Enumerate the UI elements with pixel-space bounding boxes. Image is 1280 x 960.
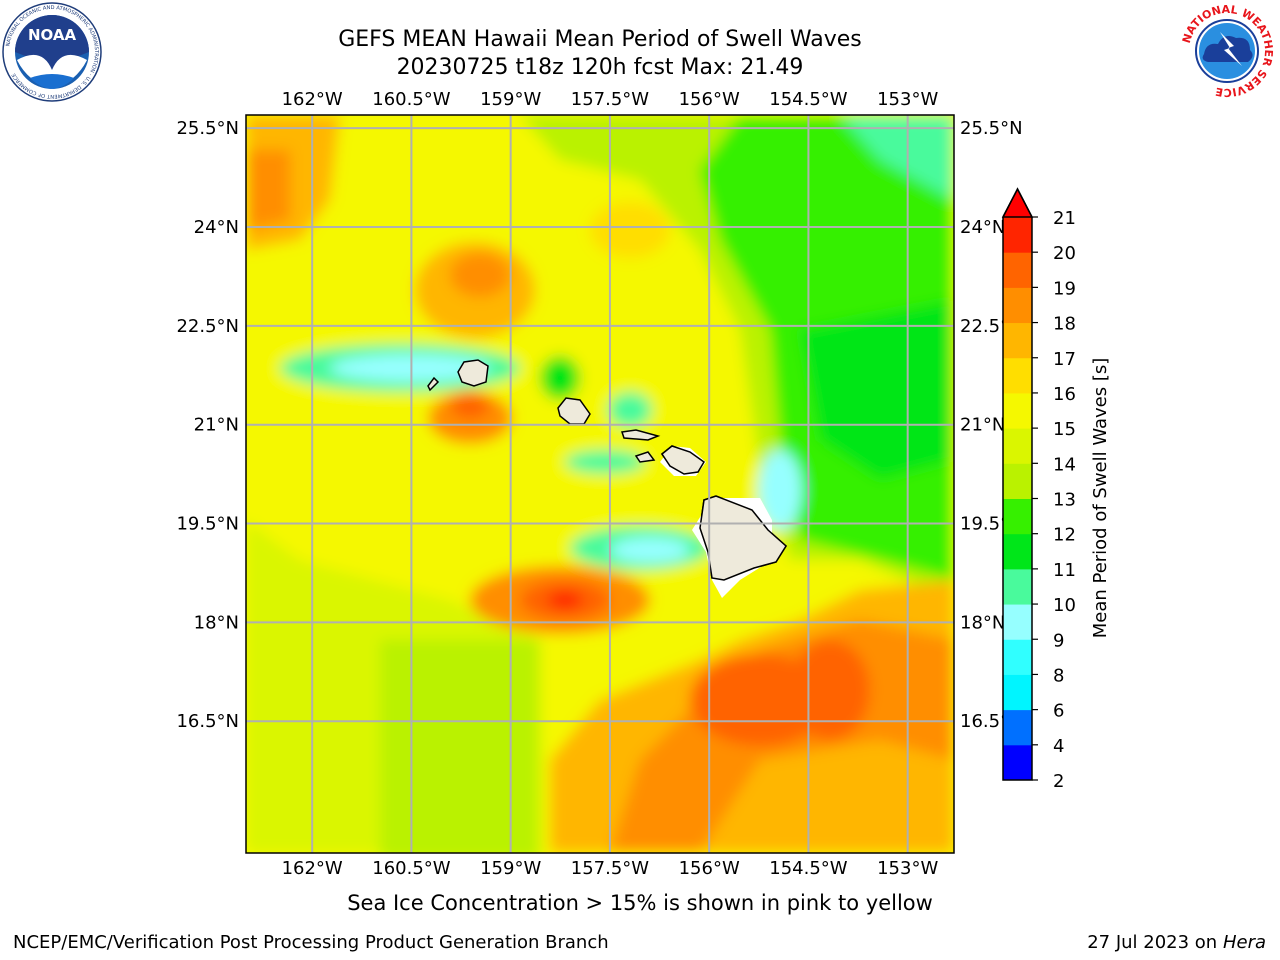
lon-tick-label: 160.5°W [372, 89, 451, 110]
lat-tick-label: 25.5°N [960, 118, 1023, 139]
colorbar-label: Mean Period of Swell Waves [s] [1090, 358, 1111, 639]
lon-tick-label: 160.5°W [372, 858, 451, 879]
colorbar-tick-label: 18 [1053, 314, 1076, 335]
chart-title: GEFS MEAN Hawaii Mean Period of Swell Wa… [338, 27, 862, 52]
lon-tick-label: 156°W [679, 858, 740, 879]
colorbar-segment [1003, 533, 1032, 570]
lon-tick-label: 159°W [480, 858, 541, 879]
colorbar-tick-label: 12 [1053, 525, 1076, 546]
colorbar-extend-triangle [1001, 187, 1034, 218]
colorbar-segment [1003, 674, 1032, 711]
map-frame [245, 114, 955, 854]
lon-tick-label: 156°W [679, 89, 740, 110]
colorbar-tick-label: 16 [1053, 384, 1076, 405]
svg-text:NOAA: NOAA [28, 26, 77, 44]
lon-tick-label: 159°W [480, 89, 541, 110]
colorbar-segment [1003, 392, 1032, 429]
footer-host: Hera [1222, 932, 1266, 953]
colorbar-tick-label: 4 [1053, 736, 1064, 757]
colorbar-segment [1003, 639, 1032, 675]
colorbar-tick-label: 21 [1053, 208, 1076, 229]
lat-tick-label: 22.5°N [176, 316, 239, 337]
footer-date-text: 27 Jul 2023 on [1087, 932, 1218, 953]
footer-org: NCEP/EMC/Verification Post Processing Pr… [13, 932, 609, 953]
colorbar-segment [1003, 252, 1032, 288]
colorbar: 2 4 6 8 9 10 11 12 13 14 15 16 17 18 19 20 21 [1001, 187, 1076, 792]
lon-tick-label: 153°W [877, 858, 938, 879]
chart-subtitle: 20230725 t18z 120h fcst Max: 21.49 [396, 55, 804, 80]
colorbar-tick-label: 20 [1053, 243, 1076, 264]
lon-tick-label: 162°W [282, 89, 343, 110]
colorbar-tick-label: 13 [1053, 490, 1076, 511]
colorbar-segment [1003, 357, 1032, 394]
sea-ice-note: Sea Ice Concentration > 15% is shown in … [347, 891, 933, 915]
footer-date: 27 Jul 2023 on Hera [1087, 932, 1266, 953]
colorbar-tick-label: 17 [1053, 349, 1076, 370]
colorbar-segment [1003, 709, 1032, 746]
colorbar-segment [1003, 217, 1032, 253]
lat-tick-label: 21°N [960, 415, 1005, 436]
lon-tick-label: 162°W [282, 858, 343, 879]
colorbar-tick-label: 6 [1053, 701, 1064, 722]
lat-tick-label: 16.5°N [176, 711, 239, 732]
colorbar-tick-label: 19 [1053, 278, 1076, 299]
lon-tick-label: 157.5°W [571, 858, 650, 879]
lat-tick-label: 24°N [960, 217, 1005, 238]
colorbar-tick-label: 8 [1053, 665, 1064, 686]
lat-tick-label: 21°N [194, 415, 239, 436]
noaa-logo: NOAA NATIONAL OCEANIC AND ATMOSPHERIC AD… [2, 2, 102, 102]
colorbar-tick-label: 15 [1053, 419, 1076, 440]
lat-tick-label: 19.5°N [176, 514, 239, 535]
lat-tick-label: 18°N [960, 612, 1005, 633]
lat-tick-label: 24°N [194, 217, 239, 238]
lon-tick-label: 154.5°W [769, 89, 848, 110]
colorbar-segment [1003, 428, 1032, 464]
colorbar-tick-label: 11 [1053, 560, 1076, 581]
lon-tick-label: 153°W [877, 89, 938, 110]
colorbar-segment [1003, 322, 1032, 359]
colorbar-tick-label: 2 [1053, 771, 1064, 792]
colorbar-segment [1003, 463, 1032, 499]
colorbar-segment [1003, 287, 1032, 324]
lat-tick-label: 25.5°N [176, 118, 239, 139]
colorbar-tick-label: 9 [1053, 630, 1064, 651]
colorbar-tick-label: 14 [1053, 454, 1076, 475]
colorbar-segment [1003, 744, 1032, 781]
axis-tick-labels: 162°W 162°W 160.5°W 160.5°W 159°W 159°W 157.5°… [176, 89, 1022, 879]
lon-tick-label: 154.5°W [769, 858, 848, 879]
nws-logo: NATIONAL WEATHER SERVICE [1180, 3, 1275, 99]
colorbar-segment [1003, 604, 1032, 640]
map-gridlines [246, 115, 954, 853]
colorbar-tick-label: 10 [1053, 595, 1076, 616]
swell-period-field [246, 115, 954, 853]
colorbar-segment [1003, 498, 1032, 535]
lat-tick-label: 18°N [194, 612, 239, 633]
lon-tick-label: 157.5°W [571, 89, 650, 110]
colorbar-segment [1003, 568, 1032, 605]
